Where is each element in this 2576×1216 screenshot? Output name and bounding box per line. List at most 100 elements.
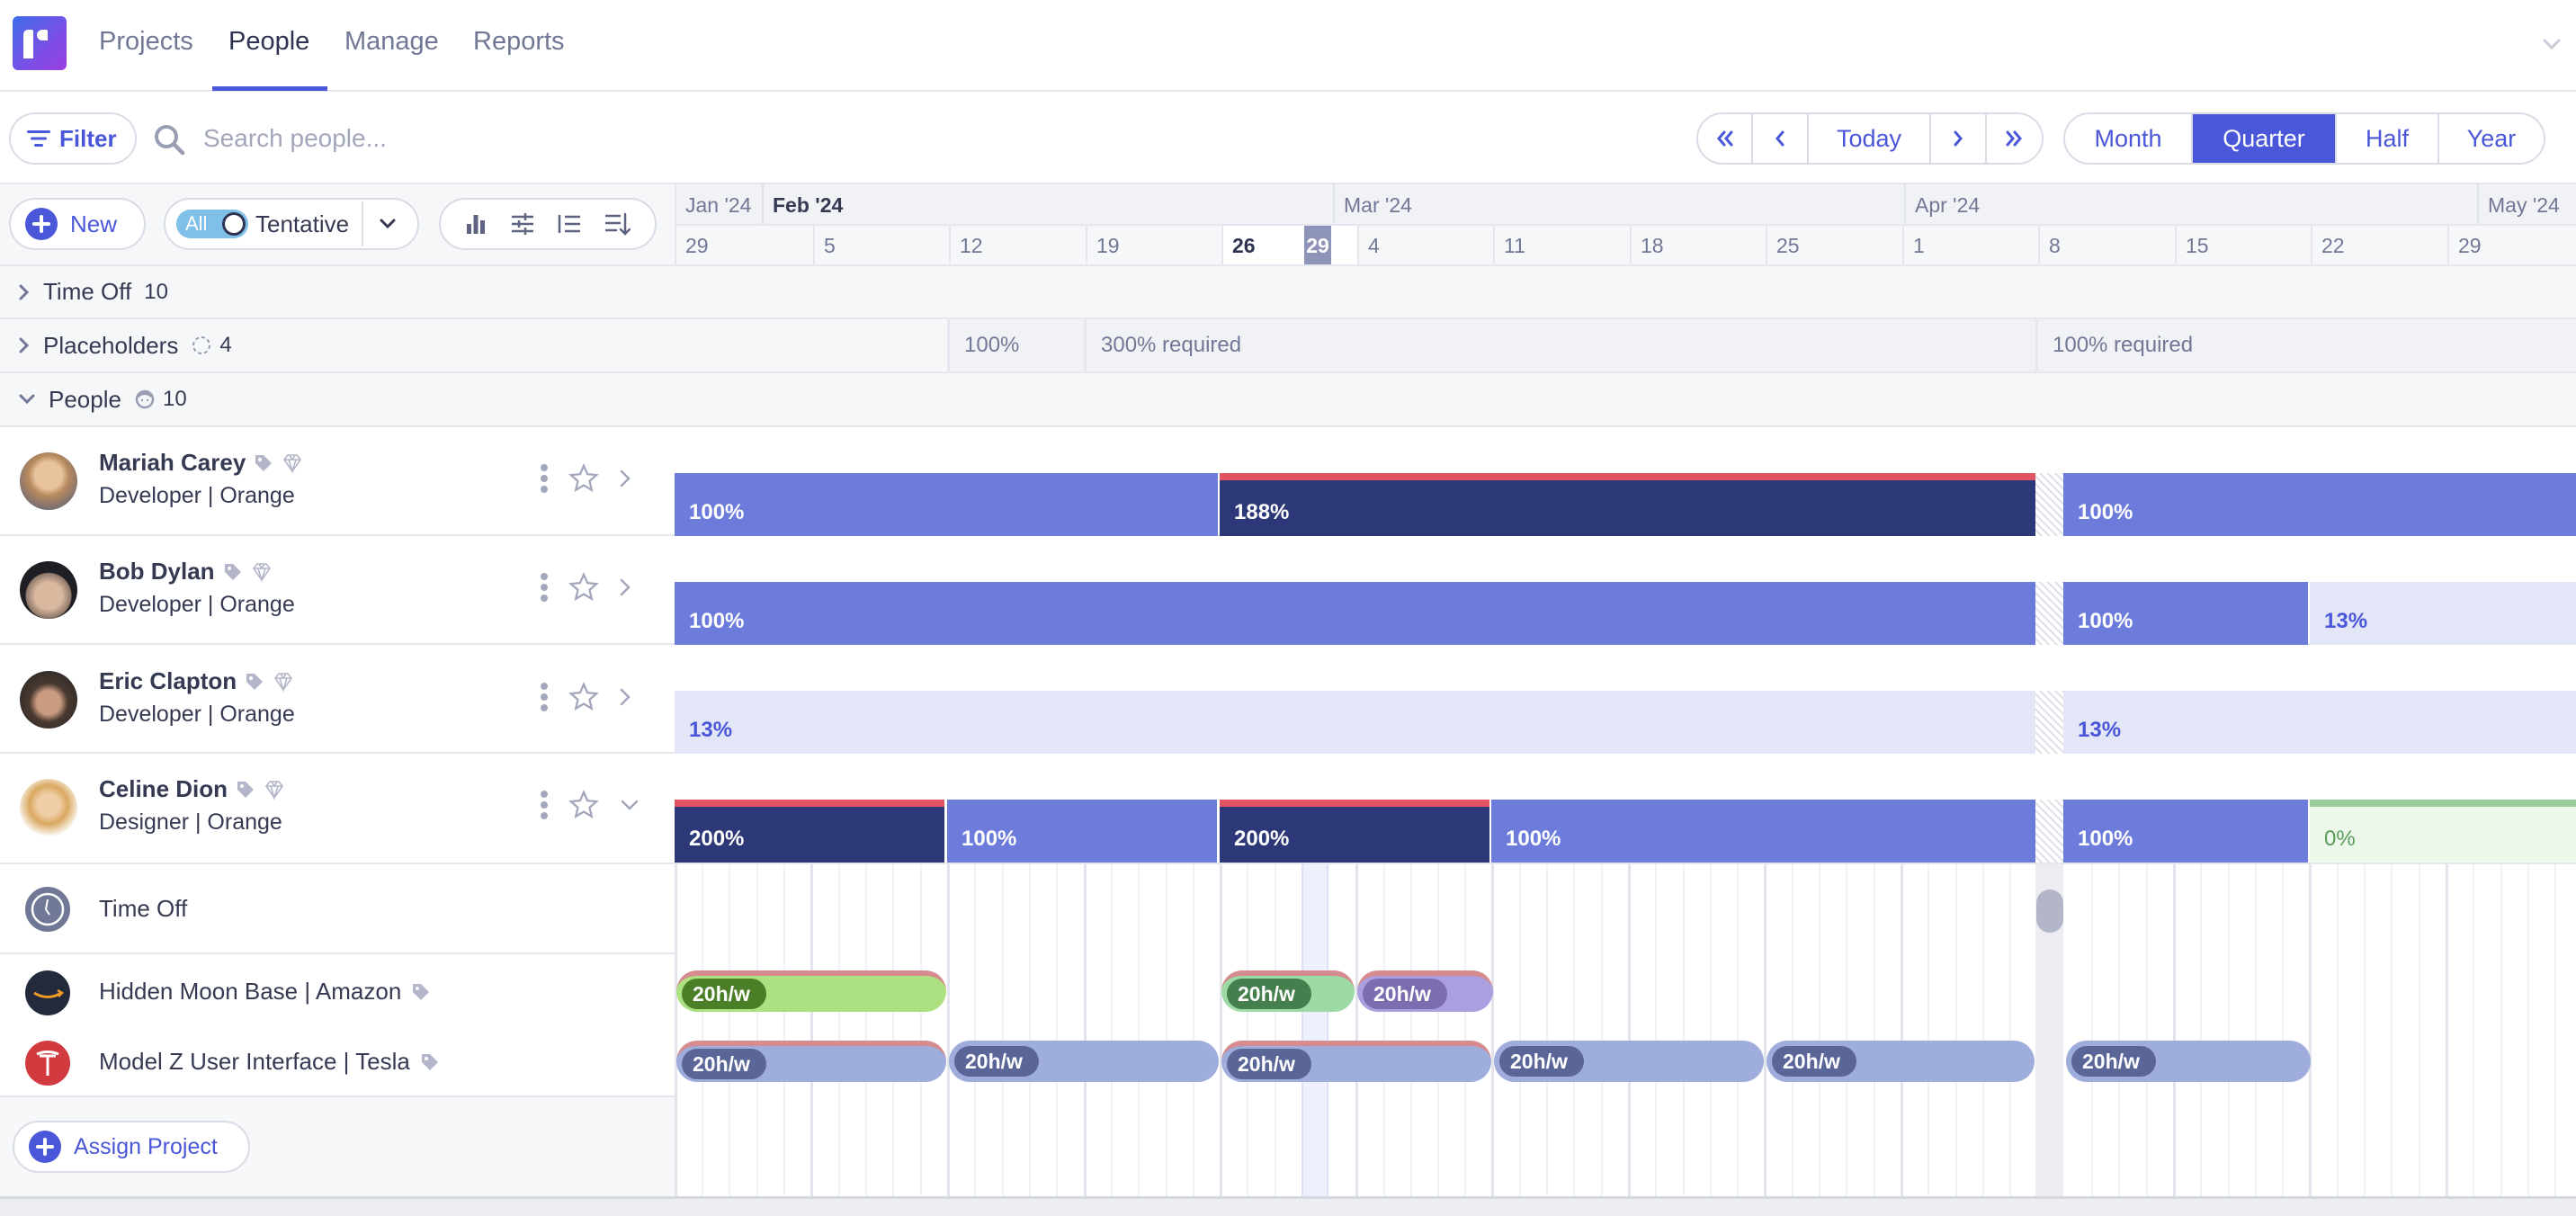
- sliders-icon[interactable]: [511, 213, 534, 235]
- hours-per-week: 20h/w: [682, 1049, 766, 1079]
- allocation-bar-under[interactable]: 13%: [2310, 582, 2576, 645]
- assignment-bar[interactable]: 20h/w: [949, 1041, 1219, 1082]
- allocation-bar-overallocated[interactable]: 200%: [675, 800, 944, 863]
- assignment-bar[interactable]: 20h/w: [1221, 1041, 1491, 1082]
- holiday-hatch: [2035, 691, 2063, 754]
- last-page-button[interactable]: [1987, 114, 2042, 163]
- chevron-right-icon[interactable]: [619, 468, 631, 489]
- person-role: Designer | Orange: [99, 809, 282, 835]
- group-people[interactable]: People 10: [0, 373, 2576, 427]
- assignment-bar[interactable]: 20h/w: [676, 970, 946, 1012]
- assignment-list: Time Off Hidden Moon Base | Amazon Model…: [0, 864, 675, 1196]
- list-icon[interactable]: [558, 213, 581, 235]
- filter-button[interactable]: Filter: [9, 112, 137, 165]
- person-role: Developer | Orange: [99, 592, 295, 617]
- person-name[interactable]: Mariah Carey: [99, 449, 246, 476]
- allocation-bar-overallocated[interactable]: 188%: [1220, 473, 2035, 536]
- chevron-down-icon[interactable]: [619, 799, 640, 811]
- avatar[interactable]: [20, 671, 77, 729]
- tab-reports[interactable]: Reports: [473, 27, 565, 56]
- all-tentative-toggle[interactable]: All: [176, 210, 248, 238]
- tab-projects[interactable]: Projects: [99, 27, 193, 56]
- more-vertical-icon[interactable]: [540, 790, 549, 820]
- allocation-bar[interactable]: 100%: [2063, 582, 2308, 645]
- tag-icon: [255, 454, 273, 471]
- app-logo[interactable]: [13, 16, 67, 70]
- assignment-bar[interactable]: 20h/w: [1357, 970, 1493, 1012]
- today-column: [1301, 864, 1328, 1196]
- assignment-bar[interactable]: 20h/w: [1494, 1041, 1764, 1082]
- week-label: 1: [1902, 226, 2038, 264]
- allocation-bar[interactable]: 100%: [675, 473, 1218, 536]
- person-row: Celine Dion Designer | Orange 200% 100% …: [0, 754, 2576, 864]
- horizontal-scrollbar[interactable]: [0, 1196, 2576, 1216]
- avatar[interactable]: [20, 561, 77, 619]
- allocation-bar-available[interactable]: 0%: [2310, 800, 2576, 863]
- month-label: May '24: [2477, 184, 2576, 226]
- allocation-bar-under[interactable]: 13%: [675, 691, 2035, 754]
- project-name[interactable]: Hidden Moon Base | Amazon: [99, 978, 402, 1005]
- chevron-right-icon[interactable]: [619, 686, 631, 708]
- star-icon[interactable]: [568, 463, 599, 494]
- person-name[interactable]: Celine Dion: [99, 775, 228, 802]
- star-icon[interactable]: [568, 572, 599, 603]
- previous-button[interactable]: [1753, 114, 1809, 163]
- avatar[interactable]: [20, 452, 77, 510]
- hours-per-week: 20h/w: [2071, 1046, 2156, 1077]
- first-page-button[interactable]: [1698, 114, 1754, 163]
- search-input[interactable]: [203, 115, 923, 162]
- chevron-down-icon[interactable]: [2542, 34, 2562, 54]
- allocation-bar[interactable]: 100%: [1491, 800, 2035, 863]
- group-count: 10: [144, 279, 168, 304]
- week-label: 15: [2175, 226, 2311, 264]
- assign-project-button[interactable]: Assign Project: [13, 1121, 250, 1173]
- view-quarter-button[interactable]: Quarter: [2193, 114, 2337, 163]
- group-placeholders[interactable]: Placeholders 4 100% 300% required 100% r…: [0, 319, 2576, 373]
- chevron-right-icon[interactable]: [18, 336, 31, 354]
- new-button[interactable]: New: [9, 198, 146, 250]
- allocation-bar[interactable]: 100%: [947, 800, 1217, 863]
- star-icon[interactable]: [568, 682, 599, 712]
- more-vertical-icon[interactable]: [540, 572, 549, 603]
- tag-icon: [421, 1053, 438, 1070]
- chevron-right-icon[interactable]: [619, 577, 631, 598]
- bar-chart-icon[interactable]: [465, 213, 487, 235]
- assignment-bar[interactable]: 20h/w: [1767, 1041, 2035, 1082]
- person-name[interactable]: Eric Clapton: [99, 667, 237, 694]
- view-month-button[interactable]: Month: [2065, 114, 2193, 163]
- star-icon[interactable]: [568, 790, 599, 820]
- more-vertical-icon[interactable]: [540, 682, 549, 712]
- allocation-bar-under[interactable]: 13%: [2063, 691, 2576, 754]
- plus-icon: [25, 208, 58, 240]
- assignment-bar[interactable]: 20h/w: [2066, 1041, 2311, 1082]
- today-button[interactable]: Today: [1809, 114, 1932, 163]
- chevron-right-icon[interactable]: [18, 283, 31, 301]
- active-tab-indicator: [212, 86, 327, 91]
- allocation-bar-overallocated[interactable]: 200%: [1220, 800, 1489, 863]
- chevron-down-icon[interactable]: [18, 393, 36, 406]
- hours-per-week: 20h/w: [1227, 1049, 1311, 1079]
- view-half-button[interactable]: Half: [2337, 114, 2439, 163]
- tab-manage[interactable]: Manage: [344, 27, 439, 56]
- project-name[interactable]: Model Z User Interface | Tesla: [99, 1048, 410, 1075]
- allocation-bar[interactable]: 100%: [2063, 800, 2308, 863]
- group-time-off[interactable]: Time Off 10: [0, 266, 2576, 319]
- time-off-entry[interactable]: [2036, 890, 2063, 933]
- diamond-icon: [274, 672, 293, 693]
- view-year-button[interactable]: Year: [2466, 124, 2517, 152]
- avatar[interactable]: [20, 779, 77, 836]
- assignment-bar[interactable]: 20h/w: [676, 1041, 946, 1082]
- assign-project-label: Assign Project: [74, 1133, 218, 1159]
- tentative-dropdown-button[interactable]: [363, 200, 412, 248]
- sort-icon[interactable]: [604, 212, 631, 236]
- person-role: Developer | Orange: [99, 483, 295, 508]
- month-label: Mar '24: [1333, 184, 1904, 226]
- person-name[interactable]: Bob Dylan: [99, 558, 215, 585]
- next-button[interactable]: [1931, 114, 1987, 163]
- tab-people[interactable]: People: [228, 27, 310, 56]
- assignment-bar[interactable]: 20h/w: [1221, 970, 1355, 1012]
- allocation-bar[interactable]: 100%: [2063, 473, 2576, 536]
- allocation-bar[interactable]: 100%: [675, 582, 2035, 645]
- more-vertical-icon[interactable]: [540, 463, 549, 494]
- week-label: 5: [813, 226, 949, 264]
